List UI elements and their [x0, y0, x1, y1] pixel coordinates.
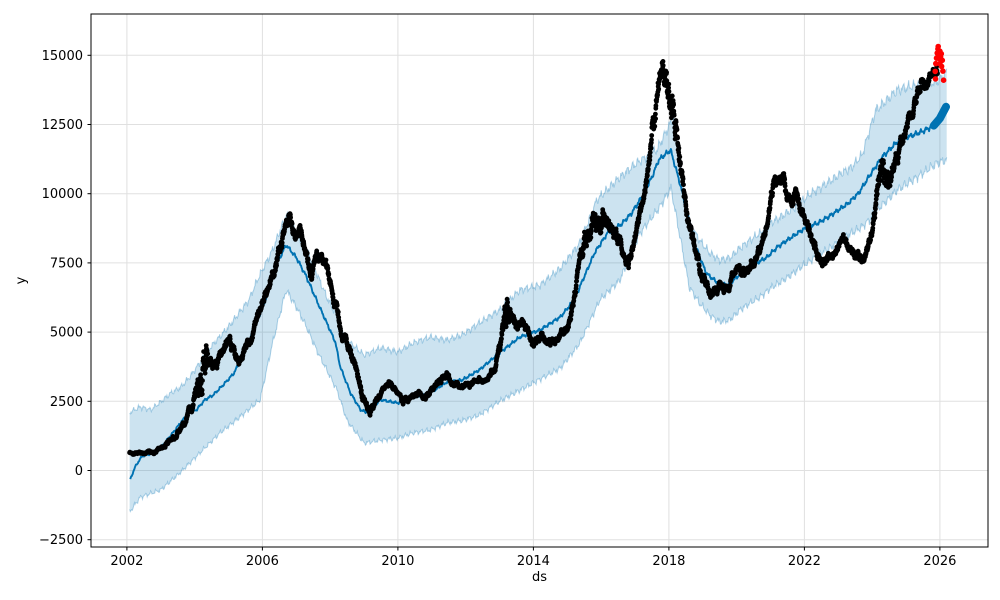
observed-points	[127, 59, 940, 457]
y-axis: −2500 0 2500 5000 7500 10000 12500 15000	[39, 49, 91, 548]
x-tick-label: 2002	[110, 554, 143, 569]
x-tick-label: 2026	[923, 554, 956, 569]
y-axis-label: y	[14, 276, 29, 284]
x-tick-label: 2014	[517, 554, 550, 569]
y-tick-label: 2500	[50, 395, 83, 410]
uncertainty-band-fill	[129, 68, 947, 512]
uncertainty-band	[129, 68, 948, 513]
uncertainty-band-lower-edge	[129, 157, 948, 513]
y-tick-label: 12500	[42, 118, 83, 133]
y-tick-label: 10000	[42, 187, 83, 202]
y-tick-label: 5000	[50, 326, 83, 341]
y-tick-label: 7500	[50, 256, 83, 271]
x-tick-label: 2018	[652, 554, 685, 569]
x-axis-label: ds	[532, 570, 547, 585]
grid-lines	[91, 14, 988, 547]
future-forecast-segment	[929, 102, 950, 130]
uncertainty-band-upper-edge	[129, 68, 948, 415]
y-tick-label: 15000	[42, 49, 83, 64]
x-tick-label: 2022	[788, 554, 821, 569]
x-tick-label: 2010	[381, 554, 414, 569]
highlighted-recent-points	[932, 43, 947, 83]
x-tick-label: 2006	[246, 554, 279, 569]
plot-border	[90, 13, 989, 548]
x-axis: 2002 2006 2010 2014 2018 2022 2026	[110, 547, 956, 569]
y-tick-label: 0	[75, 464, 83, 479]
y-tick-label: −2500	[39, 533, 83, 548]
